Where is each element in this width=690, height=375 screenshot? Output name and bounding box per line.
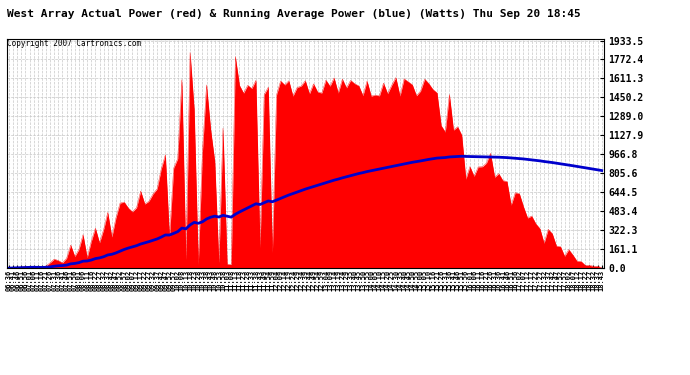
Text: West Array Actual Power (red) & Running Average Power (blue) (Watts) Thu Sep 20 : West Array Actual Power (red) & Running …	[7, 9, 581, 20]
Text: Copyright 2007 Cartronics.com: Copyright 2007 Cartronics.com	[7, 39, 141, 48]
